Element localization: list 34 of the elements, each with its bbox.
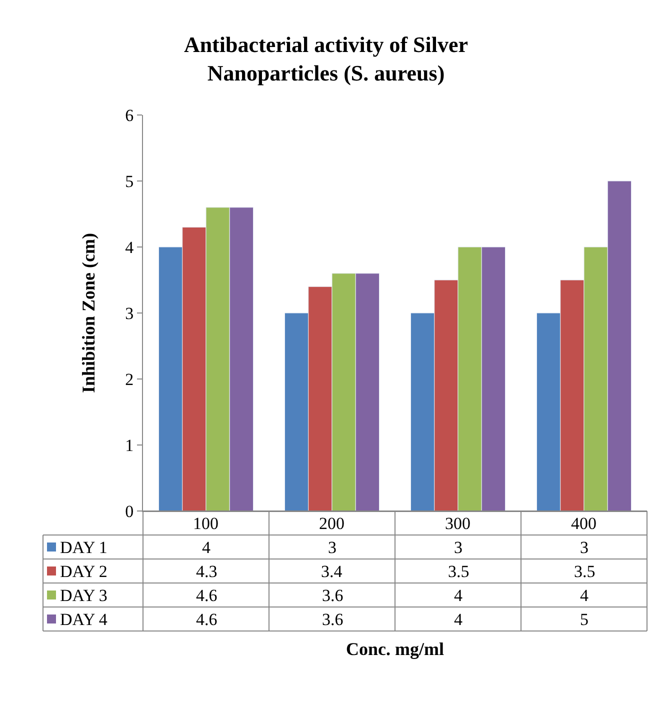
data-label: 3 [328, 538, 336, 557]
y-tick-label: 5 [125, 172, 134, 191]
x-tick-label: 400 [571, 514, 596, 533]
x-tick-label: 100 [193, 514, 218, 533]
data-label: 4.3 [196, 562, 218, 581]
data-label: 4 [454, 586, 463, 605]
data-label: 4.6 [196, 586, 218, 605]
y-tick-label: 4 [125, 238, 134, 257]
text: Conc. mg/ml [346, 639, 444, 659]
data-label: 3.5 [574, 562, 596, 581]
y-axis-title: Inhibition Zone (cm) [78, 232, 98, 394]
data-label: 3.5 [448, 562, 470, 581]
legend-label: DAY 1 [60, 538, 108, 557]
legend-label: DAY 2 [60, 562, 108, 581]
data-label: 4 [202, 538, 211, 557]
data-label: 3.6 [322, 610, 344, 629]
data-label: 3.4 [321, 562, 343, 581]
legend-label: DAY 3 [60, 586, 108, 605]
chart-title: Antibacterial activity of Silver Nanoparticles (S. aureus) [184, 32, 468, 86]
data-label: 3 [454, 538, 462, 557]
legend-label: DAY 4 [60, 610, 108, 629]
data-label: 3.6 [322, 586, 344, 605]
data-label: 4 [454, 610, 463, 629]
data-label: 4.6 [196, 610, 218, 629]
x-tick-label: 300 [445, 514, 470, 533]
y-tick-label: 3 [125, 304, 134, 323]
y-tick-label: 2 [125, 370, 134, 389]
y-tick-label: 0 [125, 502, 134, 521]
data-label: 3 [580, 538, 588, 557]
y-tick-label: 1 [125, 436, 134, 455]
data-label: 4 [580, 586, 589, 605]
y-tick-label: 6 [125, 106, 134, 125]
x-tick-label: 200 [319, 514, 344, 533]
data-label: 5 [580, 610, 588, 629]
